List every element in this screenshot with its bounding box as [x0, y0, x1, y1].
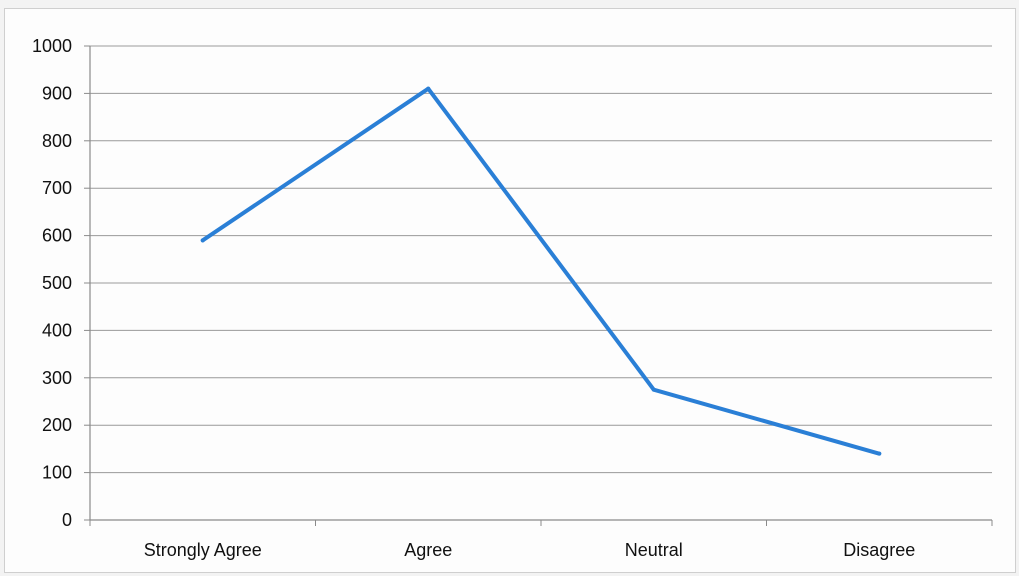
- series-layer: [200, 86, 882, 456]
- data-point: [200, 238, 205, 243]
- y-tick-label: 900: [42, 83, 72, 103]
- data-point: [651, 387, 656, 392]
- x-tick-label: Neutral: [625, 540, 683, 560]
- y-tick-label: 400: [42, 320, 72, 340]
- y-tick-label: 300: [42, 368, 72, 388]
- y-tick-label: 600: [42, 226, 72, 246]
- y-tick-label: 700: [42, 178, 72, 198]
- x-tick-label: Strongly Agree: [144, 540, 262, 560]
- x-axis-tick-labels: Strongly Agree Agree Neutral Disagree: [144, 540, 916, 560]
- y-axis-tick-labels: 0 100 200 300 400 500 600 700 800 900 1000: [32, 36, 72, 530]
- y-tick-label: 800: [42, 131, 72, 151]
- y-tick-label: 200: [42, 415, 72, 435]
- axes: [84, 45, 993, 526]
- x-tick-label: Agree: [404, 540, 452, 560]
- data-point: [426, 86, 431, 91]
- y-tick-label: 500: [42, 273, 72, 293]
- y-tick-label: 1000: [32, 36, 72, 56]
- y-tick-label: 100: [42, 463, 72, 483]
- chart-frame: [4, 8, 1016, 573]
- series-line: [200, 86, 882, 456]
- x-tick-label: Disagree: [843, 540, 915, 560]
- y-tick-label: 0: [62, 510, 72, 530]
- gridlines: [90, 45, 992, 474]
- data-point: [877, 451, 882, 456]
